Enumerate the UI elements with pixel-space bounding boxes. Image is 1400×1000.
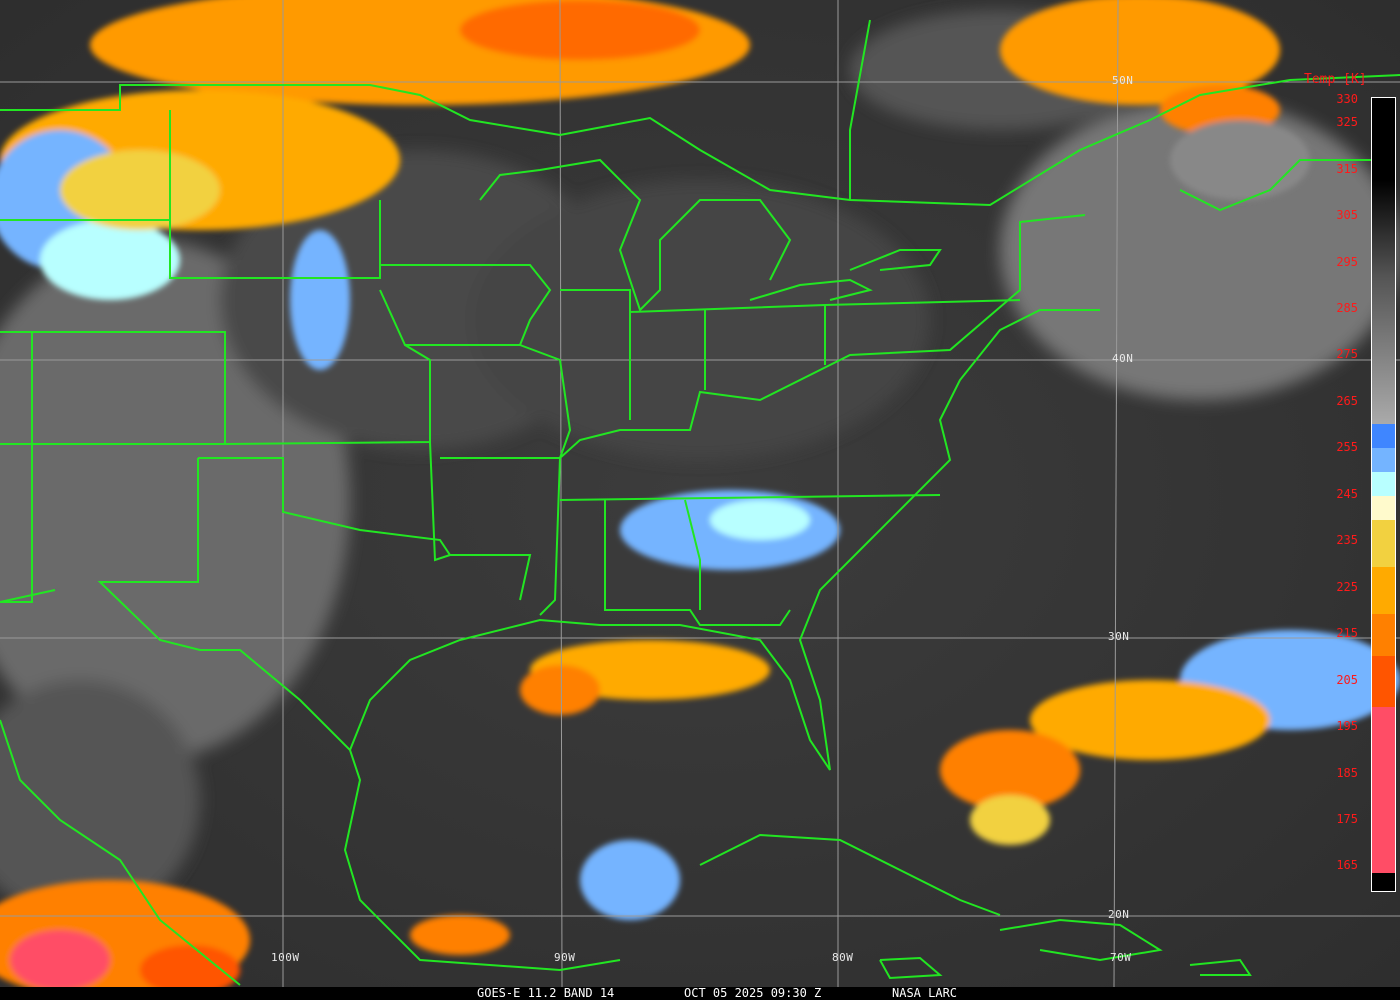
caption-credit: NASA LARC — [892, 986, 958, 1000]
colorbar-tick-label: 315 — [1336, 161, 1358, 176]
colorbar-tick-label: 295 — [1336, 254, 1358, 269]
colorbar-tick-label: 285 — [1336, 301, 1358, 316]
colorbar-tick-label: 195 — [1336, 719, 1358, 734]
colorbar-tick-label: 245 — [1336, 486, 1358, 501]
colorbar-yellow — [1372, 520, 1395, 567]
colorbar-tick-label: 255 — [1336, 440, 1358, 455]
caption-product: GOES-E 11.2 BAND 14 — [477, 986, 615, 1000]
lat-label-20n: 20N — [1108, 908, 1130, 921]
colorbar-gray-ramp — [1372, 98, 1395, 424]
colorbar-tick-label: 175 — [1336, 811, 1358, 826]
colorbar-tick-label: 275 — [1336, 347, 1358, 362]
caption-datetime: OCT 05 2025 09:30 Z — [684, 986, 822, 1000]
land-imagery — [0, 10, 1400, 920]
colorbar-tick-label: 235 — [1336, 533, 1358, 548]
colorbar-tick-label: 215 — [1336, 626, 1358, 641]
lat-label-30n: 30N — [1108, 630, 1130, 643]
lon-label-70w: 70W — [1110, 951, 1132, 964]
colorbar-tick-label: 265 — [1336, 393, 1358, 408]
colorbar-tick-label: 225 — [1336, 579, 1358, 594]
colorbar-cream — [1372, 496, 1395, 520]
colorbar-tick-label: 330 — [1336, 92, 1358, 106]
lon-label-100w: 100W — [271, 951, 300, 964]
caption-bar: GOES-E 11.2 BAND 14 OCT 05 2025 09:30 Z … — [0, 987, 1400, 1000]
colorbar-amber — [1372, 567, 1395, 614]
colorbar — [1371, 97, 1396, 892]
colorbar-tick-label: 205 — [1336, 672, 1358, 687]
colorbar-red-orange — [1372, 656, 1395, 707]
lat-label-50n: 50N — [1112, 74, 1134, 87]
colorbar-tick-label: 305 — [1336, 208, 1358, 223]
colorbar-light-blue — [1372, 448, 1395, 472]
lon-label-90w: 90W — [554, 951, 576, 964]
colorbar-tick-label: 165 — [1336, 858, 1358, 873]
colorbar-cyan — [1372, 472, 1395, 496]
colorbar-orange — [1372, 614, 1395, 656]
colorbar-tick-label: 325 — [1336, 115, 1358, 130]
political-borders — [0, 19, 1400, 986]
lat-label-40n: 40N — [1112, 352, 1134, 365]
lon-label-80w: 80W — [832, 951, 854, 964]
colorbar-blue — [1372, 424, 1395, 448]
colorbar-black-end — [1372, 875, 1395, 891]
colorbar-tick-label: 185 — [1336, 765, 1358, 780]
colorbar-pink — [1372, 707, 1395, 873]
colorbar-title: Temp [K] — [1304, 72, 1367, 87]
